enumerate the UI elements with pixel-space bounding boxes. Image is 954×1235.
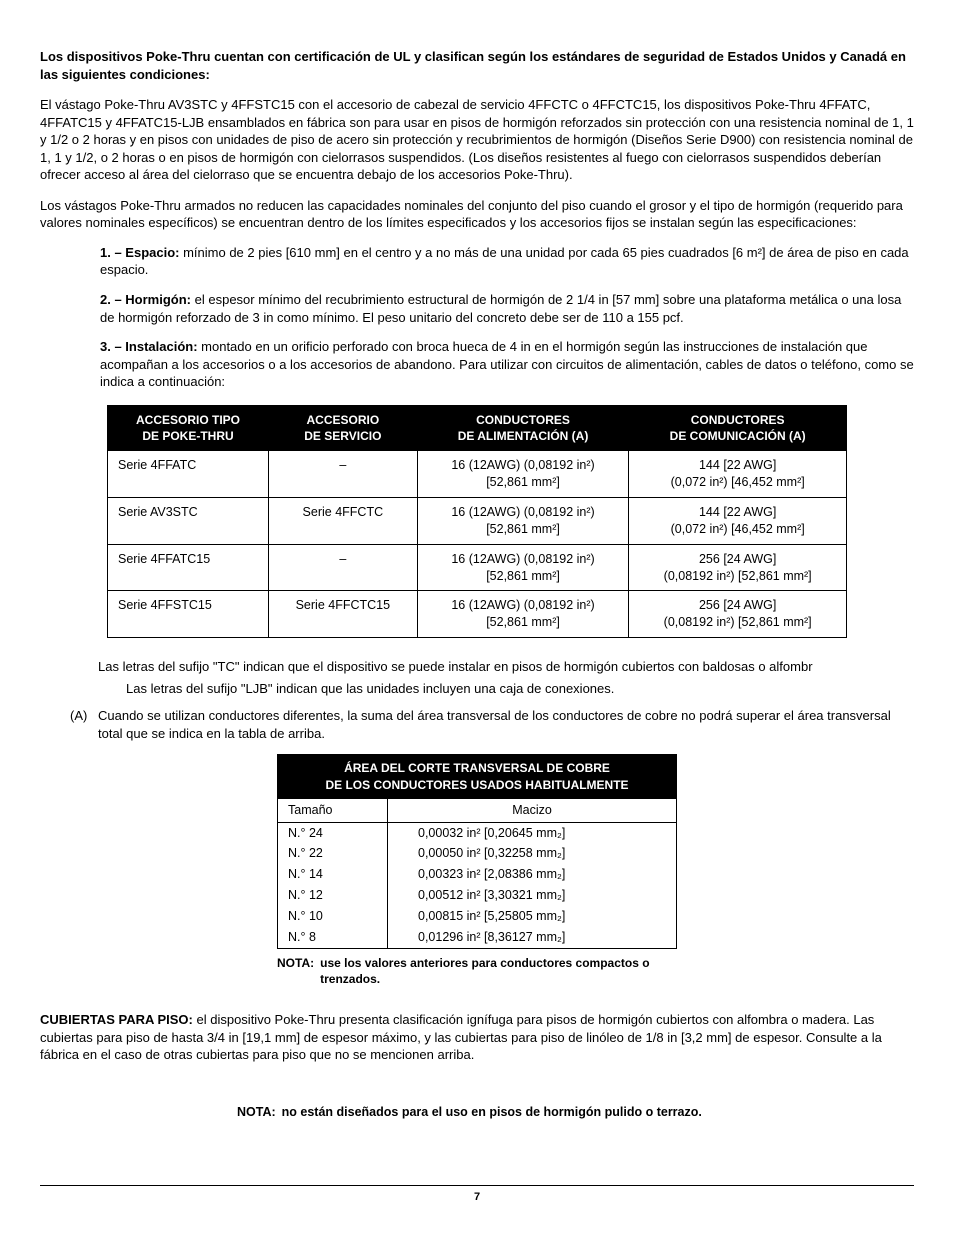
table-cell: 16 (12AWG) (0,08192 in²)[52,861 mm²] [417, 451, 629, 498]
table-cell: 256 [24 AWG](0,08192 in²) [52,861 mm²] [629, 544, 847, 591]
table-row: N.° 100,00815 in² [5,25805 mm₂] [278, 906, 677, 927]
table-cell: Serie 4FFCTC15 [268, 591, 417, 638]
table-cell: 0,00050 in² [0,32258 mm₂] [388, 843, 677, 864]
table-cell: N.° 10 [278, 906, 388, 927]
note-a-text: Cuando se utilizan conductores diferente… [98, 707, 914, 742]
suffix-notes: Las letras del sufijo "TC" indican que e… [70, 658, 914, 697]
conductors-table: ACCESORIO TIPODE POKE-THRU ACCESORIODE S… [107, 405, 847, 638]
table-header: CONDUCTORESDE ALIMENTACIÓN (A) [417, 405, 629, 450]
cross-section-table: ÁREA DEL CORTE TRANSVERSAL DE COBREDE LO… [277, 754, 677, 949]
table-cell: 16 (12AWG) (0,08192 in²)[52,861 mm²] [417, 591, 629, 638]
note-ljb: Las letras del sufijo "LJB" indican que … [70, 680, 914, 698]
table-cell: 0,00323 in² [2,08386 mm₂] [388, 864, 677, 885]
cubiertas-label: CUBIERTAS PARA PISO: [40, 1012, 193, 1027]
paragraph-2: Los vástagos Poke-Thru armados no reduce… [40, 197, 914, 232]
note-label: NOTA: [277, 955, 314, 987]
list-item: 2. – Hormigón: el espesor mínimo del rec… [100, 291, 914, 326]
list-item: 1. – Espacio: mínimo de 2 pies [610 mm] … [100, 244, 914, 279]
table-row: Serie 4FFATC15–16 (12AWG) (0,08192 in²)[… [108, 544, 847, 591]
list-item-text: montado en un orificio perforado con bro… [100, 339, 914, 389]
list-item-label: 3. – Instalación: [100, 339, 198, 354]
floor-coverings-paragraph: CUBIERTAS PARA PISO: el dispositivo Poke… [40, 1011, 914, 1064]
list-item-label: 2. – Hormigón: [100, 292, 191, 307]
paragraph-1: El vástago Poke-Thru AV3STC y 4FFSTC15 c… [40, 96, 914, 184]
table-cell: 256 [24 AWG](0,08192 in²) [52,861 mm²] [629, 591, 847, 638]
table-cell: 0,00032 in² [0,20645 mm₂] [388, 822, 677, 843]
table-cell: 0,00815 in² [5,25805 mm₂] [388, 906, 677, 927]
table-cell: N.° 8 [278, 927, 388, 948]
table-row: N.° 140,00323 in² [2,08386 mm₂] [278, 864, 677, 885]
table-row: Serie AV3STCSerie 4FFCTC16 (12AWG) (0,08… [108, 497, 847, 544]
table-cell: 16 (12AWG) (0,08192 in²)[52,861 mm²] [417, 544, 629, 591]
table-cell: 16 (12AWG) (0,08192 in²)[52,861 mm²] [417, 497, 629, 544]
table-row: N.° 80,01296 in² [8,36127 mm₂] [278, 927, 677, 948]
table-cell: Serie AV3STC [108, 497, 269, 544]
table-cell: N.° 22 [278, 843, 388, 864]
table-row: Serie 4FFSTC15Serie 4FFCTC1516 (12AWG) (… [108, 591, 847, 638]
page-footer: 7 [40, 1185, 914, 1205]
table-cell: N.° 24 [278, 822, 388, 843]
table-cell: Serie 4FFSTC15 [108, 591, 269, 638]
list-item: 3. – Instalación: montado en un orificio… [100, 338, 914, 391]
page-number: 7 [474, 1191, 480, 1203]
note-text: no están diseñados para el uso en pisos … [282, 1104, 702, 1121]
table-cell: Serie 4FFCTC [268, 497, 417, 544]
table-cell: – [268, 451, 417, 498]
table-cell: – [268, 544, 417, 591]
intro-heading: Los dispositivos Poke-Thru cuentan con c… [40, 48, 914, 83]
table-header: CONDUCTORESDE COMUNICACIÓN (A) [629, 405, 847, 450]
table-row: N.° 220,00050 in² [0,32258 mm₂] [278, 843, 677, 864]
list-item-text: el espesor mínimo del recubrimiento estr… [100, 292, 901, 325]
table-cell: N.° 14 [278, 864, 388, 885]
table-cell: 144 [22 AWG](0,072 in²) [46,452 mm²] [629, 497, 847, 544]
table-header: ACCESORIO TIPODE POKE-THRU [108, 405, 269, 450]
table-cell: 0,00512 in² [3,30321 mm₂] [388, 885, 677, 906]
area-table-sub: Tamaño [278, 798, 388, 822]
table-header: ACCESORIODE SERVICIO [268, 405, 417, 450]
note-tc: Las letras del sufijo "TC" indican que e… [70, 658, 914, 676]
note-a: (A) Cuando se utilizan conductores difer… [70, 707, 914, 742]
area-table-sub: Macizo [388, 798, 677, 822]
spec-list: 1. – Espacio: mínimo de 2 pies [610 mm] … [100, 244, 914, 391]
list-item-text: mínimo de 2 pies [610 mm] en el centro y… [100, 245, 909, 278]
table-cell: 144 [22 AWG](0,072 in²) [46,452 mm²] [629, 451, 847, 498]
list-item-label: 1. – Espacio: [100, 245, 179, 260]
table-cell: N.° 12 [278, 885, 388, 906]
table-row: Serie 4FFATC–16 (12AWG) (0,08192 in²)[52… [108, 451, 847, 498]
table-cell: Serie 4FFATC15 [108, 544, 269, 591]
area-table-title: ÁREA DEL CORTE TRANSVERSAL DE COBREDE LO… [278, 755, 677, 798]
note-text: use los valores anteriores para conducto… [320, 955, 677, 987]
terrazzo-note: NOTA: no están diseñados para el uso en … [237, 1104, 717, 1121]
document-page: Los dispositivos Poke-Thru cuentan con c… [0, 0, 954, 1235]
note-label: NOTA: [237, 1104, 276, 1121]
table-row: N.° 120,00512 in² [3,30321 mm₂] [278, 885, 677, 906]
area-table-note: NOTA: use los valores anteriores para co… [277, 955, 677, 987]
table-row: N.° 240,00032 in² [0,20645 mm₂] [278, 822, 677, 843]
note-a-marker: (A) [70, 707, 98, 742]
table-cell: Serie 4FFATC [108, 451, 269, 498]
table-cell: 0,01296 in² [8,36127 mm₂] [388, 927, 677, 948]
